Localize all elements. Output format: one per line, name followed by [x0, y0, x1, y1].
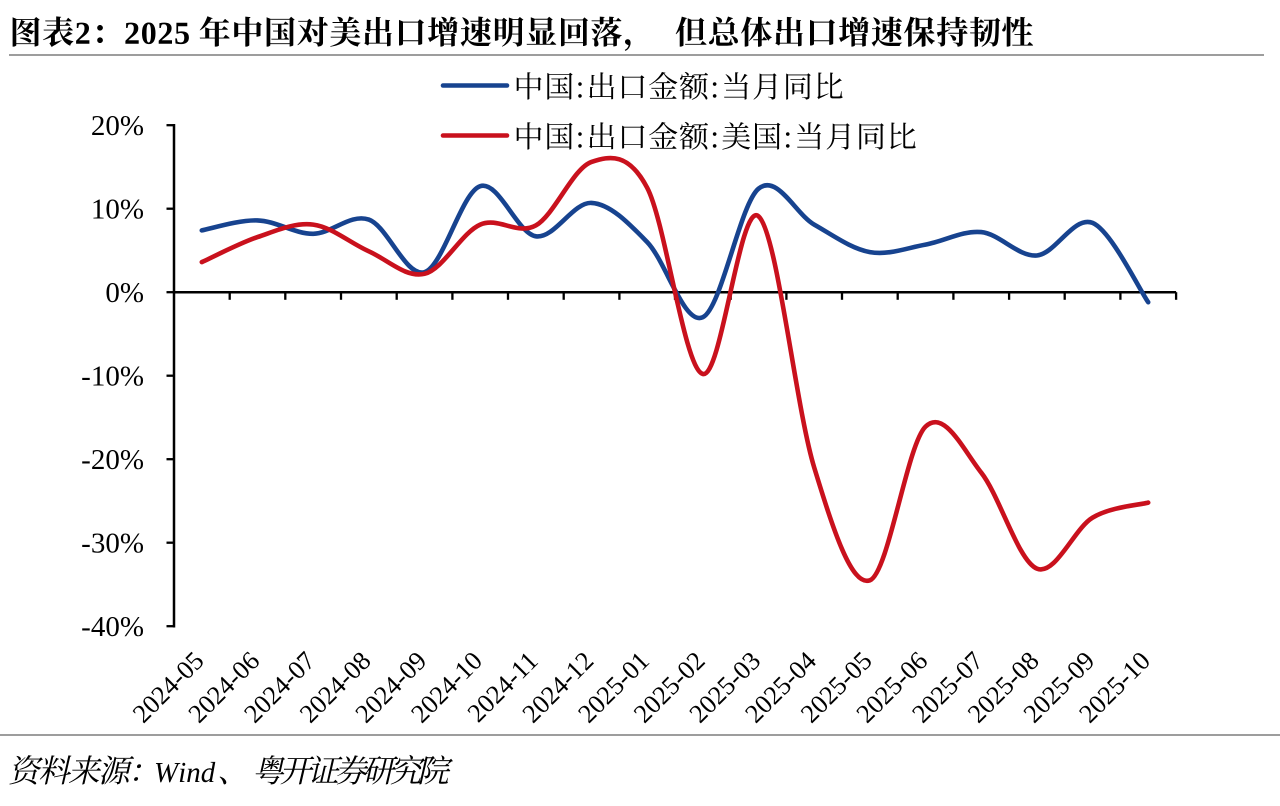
svg-text:0%: 0%: [105, 277, 144, 309]
svg-text:10%: 10%: [91, 194, 144, 226]
svg-text:-30%: -30%: [81, 528, 144, 560]
svg-text:-40%: -40%: [81, 611, 144, 643]
svg-text:-20%: -20%: [81, 444, 144, 476]
svg-text:-10%: -10%: [81, 361, 144, 393]
svg-text:20%: 20%: [91, 110, 144, 142]
